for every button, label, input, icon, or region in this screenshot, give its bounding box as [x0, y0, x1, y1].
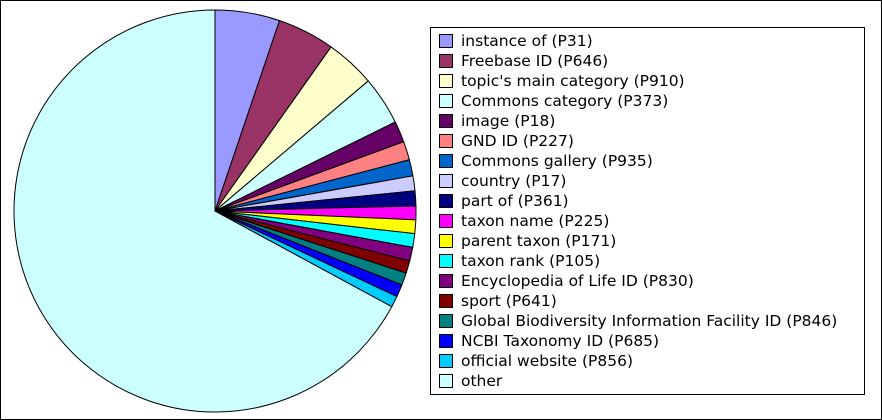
- legend-swatch: [439, 294, 453, 308]
- legend-item-6: Commons gallery (P935): [439, 151, 653, 171]
- legend-swatch: [439, 254, 453, 268]
- legend-label: official website (P856): [461, 352, 634, 370]
- legend-swatch: [439, 194, 453, 208]
- legend-label: Commons gallery (P935): [461, 152, 653, 170]
- legend-item-1: Freebase ID (P646): [439, 51, 608, 71]
- legend-swatch: [439, 354, 453, 368]
- legend: instance of (P31) Freebase ID (P646) topic…: [430, 27, 865, 395]
- legend-swatch: [439, 74, 453, 88]
- legend-label: instance of (P31): [461, 32, 593, 50]
- legend-label: GND ID (P227): [461, 132, 574, 150]
- legend-label: image (P18): [461, 112, 556, 130]
- pie-slice-17: [13, 9, 393, 413]
- legend-swatch: [439, 154, 453, 168]
- legend-label: other: [461, 372, 503, 390]
- legend-item-11: taxon rank (P105): [439, 251, 600, 271]
- legend-swatch: [439, 114, 453, 128]
- legend-swatch: [439, 174, 453, 188]
- legend-label: taxon rank (P105): [461, 252, 601, 270]
- legend-swatch: [439, 334, 453, 348]
- legend-label: sport (P641): [461, 292, 557, 310]
- legend-label: Global Biodiversity Information Facility…: [461, 312, 838, 330]
- legend-label: taxon name (P225): [461, 212, 610, 230]
- legend-item-7: country (P17): [439, 171, 566, 191]
- legend-swatch: [439, 94, 453, 108]
- legend-label: NCBI Taxonomy ID (P685): [461, 332, 660, 350]
- legend-item-10: parent taxon (P171): [439, 231, 616, 251]
- legend-item-13: sport (P641): [439, 291, 557, 311]
- legend-item-9: taxon name (P225): [439, 211, 609, 231]
- legend-label: part of (P361): [461, 192, 569, 210]
- legend-swatch: [439, 134, 453, 148]
- legend-item-2: topic's main category (P910): [439, 71, 685, 91]
- legend-label: Commons category (P373): [461, 92, 669, 110]
- legend-swatch: [439, 34, 453, 48]
- legend-item-12: Encyclopedia of Life ID (P830): [439, 271, 694, 291]
- legend-item-4: image (P18): [439, 111, 555, 131]
- legend-swatch: [439, 234, 453, 248]
- legend-swatch: [439, 374, 453, 388]
- legend-label: parent taxon (P171): [461, 232, 617, 250]
- legend-item-3: Commons category (P373): [439, 91, 668, 111]
- legend-swatch: [439, 314, 453, 328]
- legend-item-0: instance of (P31): [439, 31, 593, 51]
- legend-swatch: [439, 274, 453, 288]
- legend-item-14: Global Biodiversity Information Facility…: [439, 311, 837, 331]
- legend-label: Encyclopedia of Life ID (P830): [461, 272, 694, 290]
- legend-label: Freebase ID (P646): [461, 52, 609, 70]
- legend-item-16: official website (P856): [439, 351, 633, 371]
- legend-label: topic's main category (P910): [461, 72, 685, 90]
- pie-chart: [13, 9, 417, 413]
- legend-item-8: part of (P361): [439, 191, 569, 211]
- legend-label: country (P17): [461, 172, 567, 190]
- legend-swatch: [439, 54, 453, 68]
- legend-swatch: [439, 214, 453, 228]
- legend-item-17: other: [439, 371, 502, 391]
- legend-item-15: NCBI Taxonomy ID (P685): [439, 331, 659, 351]
- legend-item-5: GND ID (P227): [439, 131, 574, 151]
